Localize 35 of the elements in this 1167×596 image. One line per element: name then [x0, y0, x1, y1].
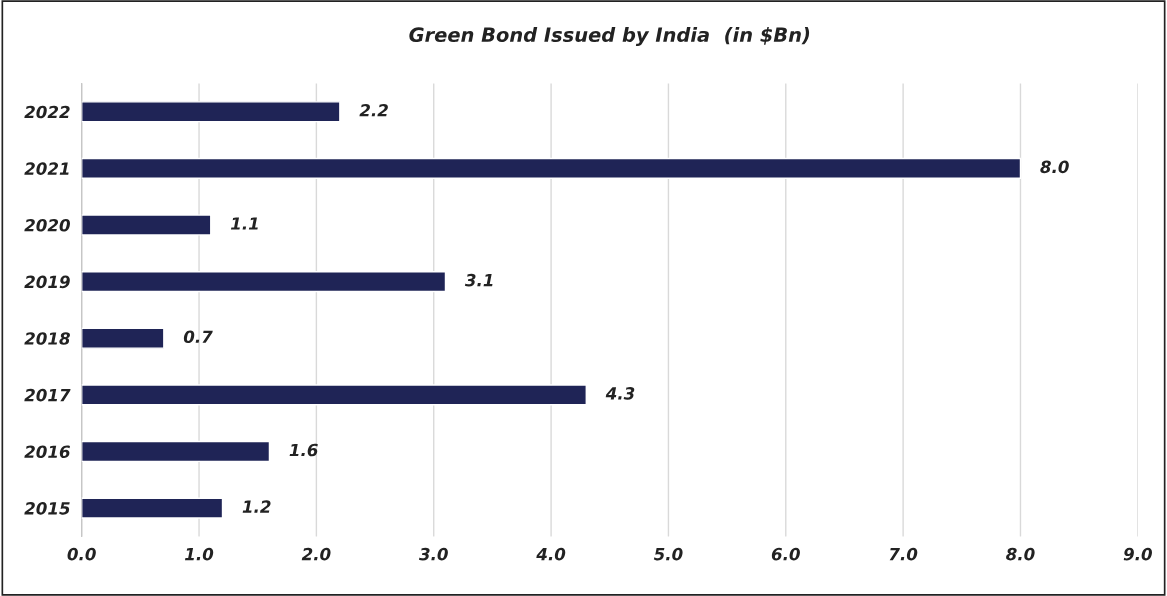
data-label: 3.1	[464, 273, 493, 287]
data-label: 0.7	[183, 330, 213, 344]
chart-title: Green Bond Issued by India (in $Bn)	[409, 27, 810, 46]
data-label: 4.3	[605, 387, 635, 400]
x-tick-label: 5.0	[653, 547, 683, 561]
data-label: 2.2	[359, 103, 388, 117]
x-tick-label: 6.0	[771, 547, 800, 561]
data-label: 8.0	[1040, 160, 1069, 174]
x-tick-label: 4.0	[536, 547, 566, 561]
y-tick-label: 2016	[24, 445, 70, 459]
y-tick-label: 2021	[24, 162, 69, 175]
y-tick-label: 2015	[24, 502, 70, 515]
data-label: 1.1	[230, 217, 258, 230]
bar	[81, 271, 447, 293]
x-tick-label: 9.0	[1123, 547, 1152, 561]
x-tick-label: 3.0	[418, 547, 448, 561]
data-label: 1.6	[289, 443, 318, 457]
x-tick-label: 8.0	[1006, 547, 1035, 561]
y-tick-label: 2018	[24, 332, 70, 345]
y-tick-label: 2020	[24, 218, 70, 232]
y-tick-label: 2019	[24, 275, 70, 289]
bar	[81, 440, 271, 463]
x-tick-label: 7.0	[889, 547, 918, 561]
bar	[81, 497, 224, 519]
x-tick-label: 2.0	[301, 547, 331, 561]
bar	[81, 101, 341, 123]
y-tick-label: 2017	[24, 388, 71, 402]
bar	[81, 157, 1022, 179]
x-tick-label: 1.0	[184, 547, 214, 561]
data-label: 1.2	[242, 500, 271, 513]
x-tick-label: 0.0	[67, 547, 96, 561]
bar	[81, 384, 587, 406]
y-tick-label: 2022	[24, 105, 70, 119]
bar	[81, 214, 212, 236]
bar	[81, 327, 165, 349]
